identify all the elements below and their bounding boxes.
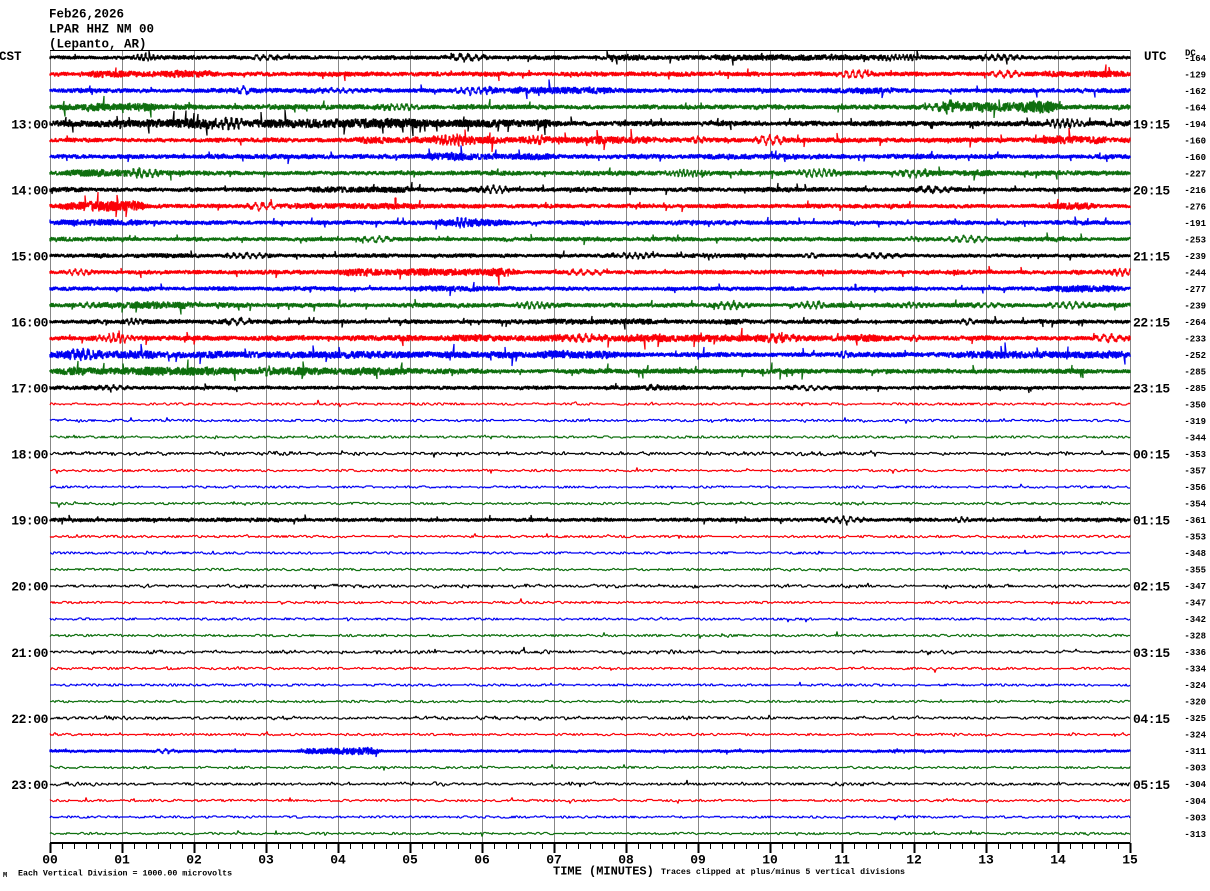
svg-text:21:00: 21:00 <box>11 646 48 661</box>
svg-text:M: M <box>3 872 7 880</box>
svg-text:19:00: 19:00 <box>11 514 48 529</box>
svg-text:-344: -344 <box>1184 434 1206 444</box>
svg-text:21:15: 21:15 <box>1133 250 1170 265</box>
svg-text:-348: -348 <box>1184 549 1206 559</box>
svg-text:(Lepanto, AR): (Lepanto, AR) <box>49 38 147 52</box>
svg-text:-311: -311 <box>1184 747 1206 757</box>
svg-text:23:00: 23:00 <box>11 778 48 793</box>
svg-text:-160: -160 <box>1184 153 1206 163</box>
svg-text:18:00: 18:00 <box>11 448 48 463</box>
svg-text:-324: -324 <box>1184 731 1206 741</box>
svg-text:-160: -160 <box>1184 136 1206 146</box>
svg-text:CST: CST <box>0 50 22 64</box>
svg-text:13:00: 13:00 <box>11 117 48 132</box>
svg-text:23:15: 23:15 <box>1133 382 1170 397</box>
svg-text:14: 14 <box>1050 853 1066 868</box>
svg-text:04:15: 04:15 <box>1133 712 1170 727</box>
svg-text:11: 11 <box>834 853 850 868</box>
svg-text:-325: -325 <box>1184 714 1206 724</box>
svg-text:04: 04 <box>330 853 346 868</box>
svg-text:02:15: 02:15 <box>1133 580 1170 595</box>
svg-text:13: 13 <box>978 853 994 868</box>
svg-text:-216: -216 <box>1184 186 1206 196</box>
svg-text:Each Vertical Division = 1000.: Each Vertical Division = 1000.00 microvo… <box>18 869 232 879</box>
svg-text:00: 00 <box>42 853 58 868</box>
svg-text:-319: -319 <box>1184 417 1206 427</box>
svg-text:03:15: 03:15 <box>1133 646 1170 661</box>
svg-text:-244: -244 <box>1184 268 1206 278</box>
svg-text:-164: -164 <box>1184 54 1206 64</box>
svg-text:-355: -355 <box>1184 566 1206 576</box>
svg-text:05: 05 <box>402 853 418 868</box>
svg-text:-164: -164 <box>1184 103 1206 113</box>
svg-text:09: 09 <box>690 853 706 868</box>
svg-text:-227: -227 <box>1184 169 1206 179</box>
svg-text:-162: -162 <box>1184 87 1206 97</box>
svg-text:10: 10 <box>762 853 778 868</box>
svg-text:DC: DC <box>1185 49 1196 59</box>
svg-text:-239: -239 <box>1184 252 1206 262</box>
svg-text:05:15: 05:15 <box>1133 778 1170 793</box>
svg-text:08: 08 <box>618 853 634 868</box>
svg-text:-191: -191 <box>1184 219 1206 229</box>
svg-text:-277: -277 <box>1184 285 1206 295</box>
svg-text:15: 15 <box>1122 853 1138 868</box>
svg-text:TIME (MINUTES): TIME (MINUTES) <box>553 865 654 879</box>
svg-text:-303: -303 <box>1184 813 1206 823</box>
svg-text:07: 07 <box>546 853 562 868</box>
svg-text:-304: -304 <box>1184 797 1206 807</box>
svg-text:22:15: 22:15 <box>1133 316 1170 331</box>
svg-text:-320: -320 <box>1184 698 1206 708</box>
svg-text:19:15: 19:15 <box>1133 117 1170 132</box>
svg-text:20:00: 20:00 <box>11 580 48 595</box>
svg-text:15:00: 15:00 <box>11 250 48 265</box>
svg-text:-357: -357 <box>1184 467 1206 477</box>
svg-text:-253: -253 <box>1184 235 1206 245</box>
svg-text:-356: -356 <box>1184 483 1206 493</box>
svg-text:00:15: 00:15 <box>1133 448 1170 463</box>
svg-text:-129: -129 <box>1184 70 1206 80</box>
svg-text:-361: -361 <box>1184 516 1206 526</box>
svg-text:-347: -347 <box>1184 599 1206 609</box>
svg-text:UTC: UTC <box>1144 50 1167 64</box>
svg-text:16:00: 16:00 <box>11 316 48 331</box>
svg-text:-342: -342 <box>1184 615 1206 625</box>
svg-text:03: 03 <box>258 853 274 868</box>
svg-text:14:00: 14:00 <box>11 184 48 199</box>
svg-text:-324: -324 <box>1184 681 1206 691</box>
svg-text:Feb26,2026: Feb26,2026 <box>49 8 124 22</box>
svg-text:-354: -354 <box>1184 500 1206 510</box>
svg-text:-350: -350 <box>1184 401 1206 411</box>
svg-text:-285: -285 <box>1184 368 1206 378</box>
svg-text:-276: -276 <box>1184 202 1206 212</box>
svg-text:-304: -304 <box>1184 780 1206 790</box>
svg-text:06: 06 <box>474 853 490 868</box>
svg-text:-239: -239 <box>1184 302 1206 312</box>
svg-text:12: 12 <box>906 853 922 868</box>
svg-text:-252: -252 <box>1184 351 1206 361</box>
svg-text:20:15: 20:15 <box>1133 184 1170 199</box>
svg-text:-303: -303 <box>1184 764 1206 774</box>
svg-text:-347: -347 <box>1184 582 1206 592</box>
svg-text:-233: -233 <box>1184 335 1206 345</box>
svg-text:01:15: 01:15 <box>1133 514 1170 529</box>
svg-text:-328: -328 <box>1184 632 1206 642</box>
svg-text:22:00: 22:00 <box>11 712 48 727</box>
svg-text:-353: -353 <box>1184 533 1206 543</box>
svg-text:02: 02 <box>186 853 202 868</box>
svg-text:LPAR HHZ NM 00: LPAR HHZ NM 00 <box>49 23 154 37</box>
svg-text:-313: -313 <box>1184 830 1206 840</box>
svg-text:-285: -285 <box>1184 384 1206 394</box>
svg-text:17:00: 17:00 <box>11 382 48 397</box>
svg-text:-336: -336 <box>1184 648 1206 658</box>
svg-text:-353: -353 <box>1184 450 1206 460</box>
svg-text:01: 01 <box>114 853 130 868</box>
svg-text:-264: -264 <box>1184 318 1206 328</box>
svg-text:Traces clipped at plus/minus 5: Traces clipped at plus/minus 5 vertical … <box>661 867 905 877</box>
svg-text:-194: -194 <box>1184 120 1206 130</box>
svg-text:-334: -334 <box>1184 665 1206 675</box>
